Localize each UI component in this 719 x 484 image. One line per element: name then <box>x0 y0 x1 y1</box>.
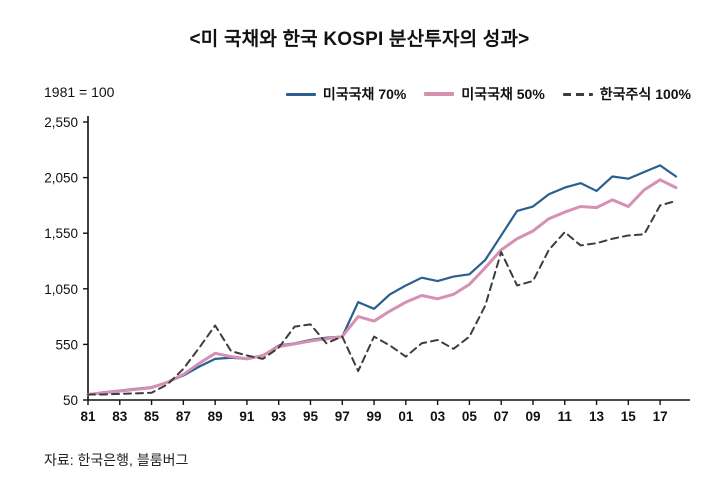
svg-text:17: 17 <box>653 409 668 424</box>
svg-text:99: 99 <box>367 409 382 424</box>
svg-text:11: 11 <box>558 409 573 424</box>
svg-text:95: 95 <box>303 409 319 424</box>
svg-text:50: 50 <box>63 393 78 408</box>
svg-text:07: 07 <box>494 409 509 424</box>
svg-text:97: 97 <box>335 409 350 424</box>
chart-title: <미 국채와 한국 KOSPI 분산투자의 성과> <box>189 29 530 50</box>
legend-line-swatch-dashed <box>562 92 593 96</box>
legend-item-us-bond-70: 미국국채 70% <box>285 84 407 104</box>
svg-text:03: 03 <box>430 409 446 424</box>
legend-item-us-bond-50: 미국국채 50% <box>424 84 545 104</box>
svg-text:2,550: 2,550 <box>44 115 78 130</box>
svg-text:81: 81 <box>80 409 96 424</box>
legend-item-korea-stock-100: 한국주식 100% <box>562 84 691 104</box>
svg-text:1,550: 1,550 <box>44 226 78 241</box>
index-base-note: 1981 = 100 <box>44 84 115 100</box>
svg-text:05: 05 <box>462 409 478 424</box>
legend-label: 미국국채 50% <box>461 86 545 102</box>
svg-text:13: 13 <box>589 409 605 424</box>
svg-text:15: 15 <box>621 409 637 424</box>
svg-text:85: 85 <box>144 409 160 424</box>
line-chart: 50 550 1,050 1,550 2,050 2,550 81 83 85 87 89 91 93 9… <box>30 108 702 438</box>
svg-text:09: 09 <box>525 409 540 424</box>
legend-line-swatch-pink <box>424 92 455 96</box>
legend-label: 한국주식 100% <box>599 86 691 102</box>
svg-text:89: 89 <box>208 409 223 424</box>
svg-text:91: 91 <box>239 409 255 424</box>
svg-text:93: 93 <box>271 409 287 424</box>
legend-label: 미국국채 70% <box>322 86 407 102</box>
svg-text:87: 87 <box>176 409 191 424</box>
svg-text:1,050: 1,050 <box>44 282 78 297</box>
svg-text:550: 550 <box>55 337 78 352</box>
svg-text:01: 01 <box>398 409 414 424</box>
legend-line-swatch-blue <box>285 92 316 96</box>
svg-text:83: 83 <box>112 409 128 424</box>
source-note: 자료: 한국은행, 블룸버그 <box>44 452 189 468</box>
legend: 미국국채 70% 미국국채 50% 한국주식 100% <box>285 84 691 104</box>
svg-text:2,050: 2,050 <box>44 171 78 186</box>
